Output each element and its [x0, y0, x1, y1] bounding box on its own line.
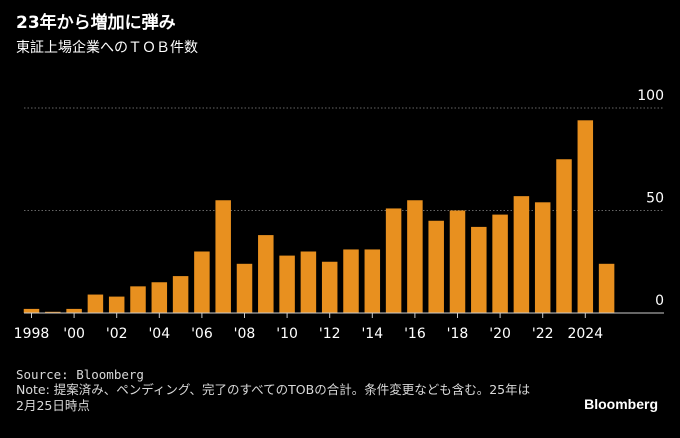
- bar: [534, 202, 551, 313]
- bar: [23, 308, 40, 313]
- y-tick-label: 50: [646, 191, 664, 207]
- x-tick-label: '00: [63, 326, 85, 342]
- bar: [321, 261, 338, 313]
- bar: [556, 159, 572, 313]
- bar: [215, 200, 231, 313]
- bloomberg-logo: Bloomberg: [584, 396, 658, 412]
- bar: [577, 120, 594, 313]
- x-tick-label: '18: [447, 326, 469, 342]
- bar: [151, 282, 168, 313]
- x-tick-label: '16: [404, 326, 426, 342]
- bar: [300, 251, 317, 313]
- x-tick-label: '02: [106, 326, 128, 342]
- bar: [236, 263, 253, 313]
- x-tick-label: '14: [361, 326, 383, 342]
- chart-title: 23年から増加に弾み: [16, 13, 176, 33]
- x-tick-label: '08: [234, 326, 256, 342]
- bar: [45, 311, 61, 313]
- bar: [172, 276, 189, 313]
- bar: [66, 308, 82, 313]
- bar-chart: 0 50 100 1998 '00 '02 '04 '06 '08 '10 '12 '14 '16 '18…: [14, 88, 664, 342]
- footnote: Note: 提案済み、ペンディング、完了のすべてのTOBの合計。条件変更なども含…: [16, 382, 531, 413]
- bar: [108, 296, 125, 313]
- bar: [343, 249, 359, 313]
- bar: [385, 208, 402, 313]
- source-note: Source: Bloomberg: [16, 367, 144, 382]
- bar: [407, 200, 423, 313]
- bar: [428, 220, 444, 313]
- bar: [598, 263, 615, 313]
- bar: [492, 214, 508, 313]
- x-tick-label: '22: [532, 326, 554, 342]
- bar: [471, 226, 487, 313]
- x-tick-label: '06: [191, 326, 213, 342]
- y-tick-label: 100: [637, 88, 664, 104]
- bar: [279, 255, 295, 313]
- bar: [513, 196, 530, 313]
- bar: [194, 251, 210, 313]
- bar: [87, 294, 104, 313]
- x-tick-label: '10: [276, 326, 298, 342]
- y-tick-label: 0: [655, 293, 664, 309]
- x-tick-label: 2024: [567, 326, 603, 342]
- bar: [449, 210, 466, 313]
- bar: [364, 249, 381, 313]
- x-tick-label: '04: [148, 326, 170, 342]
- bar: [130, 286, 146, 313]
- x-tick-label: '20: [489, 326, 511, 342]
- chart-subtitle: 東証上場企業へのＴＯＢ件数: [16, 40, 198, 56]
- x-tick-label: '12: [319, 326, 341, 342]
- bar: [258, 235, 274, 313]
- x-tick-label: 1998: [14, 326, 50, 342]
